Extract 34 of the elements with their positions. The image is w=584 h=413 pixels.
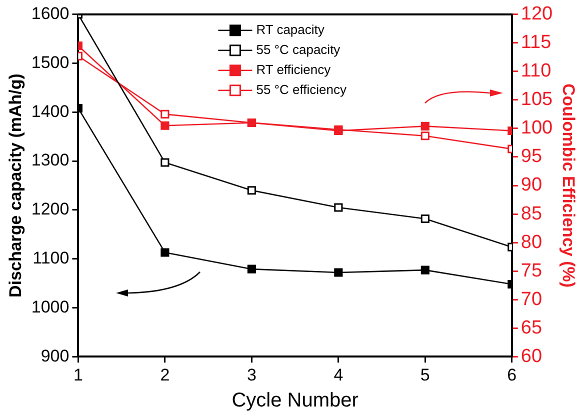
y2-tick-label: 95 — [520, 146, 542, 168]
legend-label: 55 °C efficiency — [256, 82, 347, 97]
y-tick-label: 1600 — [31, 4, 70, 24]
y2-tick-label: 65 — [520, 317, 542, 338]
x-tick-label: 6 — [507, 365, 517, 384]
legend-label: 55 °C capacity — [256, 42, 341, 57]
y2-tick-label: 110 — [520, 60, 552, 82]
y2-tick-label: 60 — [520, 346, 542, 367]
x-tick-label: 4 — [334, 365, 344, 384]
y2-tick-label: 75 — [520, 260, 542, 282]
y-tick-label: 1100 — [32, 248, 70, 268]
y2-tick-label: 80 — [520, 232, 542, 253]
y2-tick-label: 85 — [520, 203, 542, 224]
y-tick-label: 1300 — [31, 150, 70, 170]
y-axis-title: Discharge capacity (mAh/g) — [6, 74, 25, 298]
y-tick-label: 1500 — [31, 52, 70, 72]
y2-tick-label: 120 — [520, 4, 553, 25]
y-tick-label: 900 — [40, 346, 70, 366]
y2-tick-label: 105 — [520, 89, 553, 110]
x-tick-label: 3 — [246, 365, 256, 384]
x-axis-title: Cycle Number — [232, 390, 359, 412]
y2-tick-label: 115 — [520, 32, 552, 54]
x-tick-label: 2 — [160, 365, 170, 384]
legend-label: RT capacity — [256, 22, 325, 37]
y-tick-label: 1400 — [31, 102, 70, 121]
y-tick-label: 1200 — [31, 200, 70, 219]
y2-tick-label: 100 — [520, 118, 553, 139]
x-tick-label: 1 — [73, 365, 83, 384]
y2-axis-title: Coulombic Efficiency (%) — [559, 83, 578, 288]
y2-tick-label: 90 — [520, 174, 542, 196]
x-tick-label: 5 — [420, 365, 430, 384]
legend-label: RT efficiency — [256, 62, 332, 77]
y-tick-label: 1000 — [31, 297, 70, 316]
y2-tick-label: 70 — [520, 288, 542, 310]
